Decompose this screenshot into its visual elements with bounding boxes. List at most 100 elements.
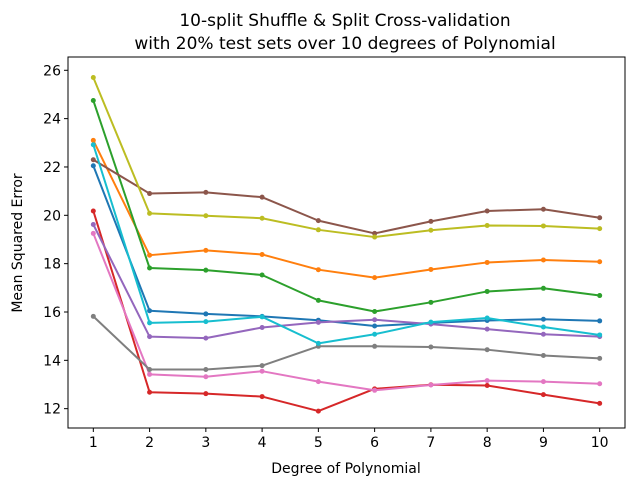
- series-line: [92, 315, 601, 371]
- y-tick-label: 16: [43, 305, 61, 321]
- x-axis-ticks: 1 2 3 4 5 6 7 8 9 10: [89, 428, 609, 451]
- data-point: [484, 222, 490, 228]
- data-point: [147, 371, 153, 377]
- data-point: [203, 367, 209, 373]
- series-line: [92, 99, 601, 313]
- data-point: [259, 368, 265, 374]
- x-tick-label: 4: [258, 435, 267, 451]
- data-point: [90, 98, 96, 104]
- data-point: [147, 367, 153, 373]
- data-point: [540, 257, 546, 263]
- data-point: [147, 265, 153, 271]
- data-point: [259, 194, 265, 200]
- y-tick-label: 22: [43, 160, 61, 176]
- data-point: [90, 163, 96, 169]
- data-point: [372, 275, 378, 281]
- series-9: [90, 75, 603, 240]
- data-point: [372, 387, 378, 393]
- data-point: [259, 324, 265, 330]
- data-point: [484, 378, 490, 384]
- data-point: [372, 234, 378, 240]
- data-point: [372, 331, 378, 337]
- data-point: [90, 75, 96, 81]
- series-line: [92, 232, 601, 392]
- data-point: [484, 208, 490, 214]
- data-point: [540, 206, 546, 212]
- chart-title: 10-split Shuffle & Split Cross-validatio…: [179, 11, 510, 31]
- data-point: [428, 218, 434, 224]
- y-tick-label: 14: [43, 353, 61, 369]
- x-tick-label: 7: [426, 435, 435, 451]
- data-point: [540, 316, 546, 322]
- data-point: [259, 272, 265, 278]
- series-line: [92, 76, 601, 239]
- series-line: [92, 158, 601, 235]
- data-point: [203, 391, 209, 397]
- data-point: [540, 392, 546, 398]
- x-tick-label: 8: [483, 435, 492, 451]
- series-line: [92, 143, 601, 345]
- data-point: [90, 157, 96, 163]
- series-line: [92, 223, 601, 340]
- data-point: [315, 379, 321, 385]
- data-point: [540, 324, 546, 330]
- data-point: [203, 247, 209, 253]
- data-point: [428, 382, 434, 388]
- data-point: [428, 344, 434, 350]
- data-point: [315, 297, 321, 303]
- data-point: [372, 323, 378, 329]
- x-tick-label: 10: [591, 435, 609, 451]
- data-point: [597, 400, 603, 406]
- y-tick-label: 18: [43, 257, 61, 273]
- data-point: [597, 355, 603, 361]
- data-point: [315, 319, 321, 325]
- data-point: [147, 308, 153, 314]
- series-layer: [90, 75, 603, 414]
- x-tick-label: 6: [370, 435, 379, 451]
- data-point: [203, 189, 209, 195]
- y-axis-ticks: 12 14 16 18 20 22 24 26: [43, 63, 68, 418]
- data-point: [597, 293, 603, 299]
- plot-area-frame: [67, 56, 626, 429]
- data-point: [540, 352, 546, 358]
- data-point: [597, 318, 603, 324]
- data-point: [147, 389, 153, 395]
- data-point: [90, 142, 96, 148]
- data-point: [484, 382, 490, 388]
- series-5: [90, 221, 603, 341]
- data-point: [315, 218, 321, 224]
- y-tick-label: 24: [43, 112, 61, 128]
- data-point: [597, 332, 603, 338]
- series-7: [90, 230, 603, 393]
- data-point: [484, 288, 490, 294]
- y-tick-label: 26: [43, 63, 61, 79]
- y-tick-label: 20: [43, 208, 61, 224]
- data-point: [147, 210, 153, 216]
- data-point: [484, 326, 490, 332]
- x-tick-label: 5: [314, 435, 323, 451]
- data-point: [259, 251, 265, 257]
- data-point: [203, 335, 209, 341]
- data-point: [484, 347, 490, 353]
- data-point: [90, 221, 96, 227]
- data-point: [428, 299, 434, 305]
- data-point: [372, 309, 378, 315]
- data-point: [372, 230, 378, 236]
- series-line: [92, 209, 601, 413]
- data-point: [540, 223, 546, 229]
- data-point: [597, 259, 603, 265]
- series-3: [90, 98, 603, 315]
- data-point: [90, 230, 96, 236]
- data-point: [540, 331, 546, 337]
- y-axis-label: Mean Squared Error: [10, 173, 26, 313]
- data-point: [90, 208, 96, 214]
- data-point: [540, 285, 546, 291]
- data-point: [315, 340, 321, 346]
- series-2: [90, 137, 603, 281]
- data-point: [259, 363, 265, 369]
- data-point: [484, 315, 490, 321]
- data-point: [428, 319, 434, 325]
- data-point: [203, 267, 209, 273]
- data-point: [203, 311, 209, 317]
- x-tick-label: 1: [89, 435, 98, 451]
